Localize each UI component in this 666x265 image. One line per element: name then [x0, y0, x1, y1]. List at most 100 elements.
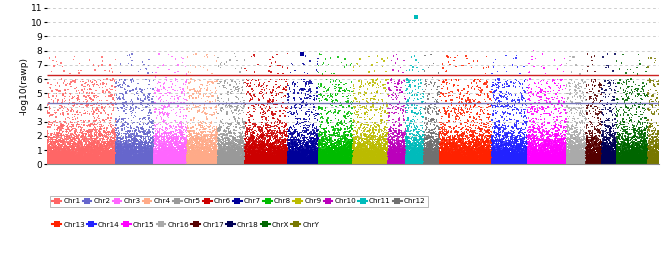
Point	[544, 160, 555, 164]
Point	[563, 157, 573, 161]
Point	[570, 97, 581, 101]
Point	[653, 143, 664, 148]
Point	[244, 158, 254, 163]
Point	[401, 154, 412, 158]
Point	[585, 154, 596, 158]
Point	[436, 160, 446, 165]
Point	[254, 162, 265, 166]
Point	[247, 156, 258, 160]
Point	[304, 156, 315, 160]
Point	[274, 63, 285, 68]
Point	[610, 157, 621, 161]
Point	[125, 56, 136, 60]
Point	[469, 162, 480, 166]
Point	[499, 159, 509, 164]
Point	[531, 161, 542, 165]
Point	[323, 158, 334, 162]
Point	[158, 161, 168, 165]
Point	[133, 139, 144, 143]
Point	[487, 162, 498, 166]
Point	[376, 155, 386, 160]
Point	[413, 138, 424, 142]
Point	[41, 148, 52, 152]
Point	[629, 130, 640, 134]
Point	[117, 162, 127, 166]
Point	[398, 158, 408, 163]
Point	[378, 162, 389, 166]
Point	[48, 148, 59, 152]
Point	[602, 157, 613, 161]
Point	[468, 145, 479, 150]
Point	[606, 110, 617, 114]
Point	[102, 157, 113, 161]
Point	[565, 54, 575, 59]
Point	[157, 162, 167, 166]
Point	[569, 157, 579, 161]
Point	[624, 161, 635, 166]
Point	[49, 144, 59, 148]
Point	[404, 141, 414, 145]
Point	[345, 160, 356, 164]
Point	[306, 147, 316, 151]
Point	[77, 148, 87, 153]
Point	[81, 103, 92, 107]
Point	[424, 158, 435, 162]
Point	[425, 157, 436, 161]
Point	[414, 160, 425, 164]
Point	[115, 162, 125, 166]
Point	[573, 162, 583, 166]
Point	[636, 153, 647, 158]
Point	[352, 154, 362, 158]
Point	[153, 149, 164, 154]
Point	[544, 155, 555, 159]
Point	[475, 139, 486, 143]
Point	[237, 135, 248, 139]
Point	[296, 160, 307, 164]
Point	[178, 159, 189, 164]
Point	[476, 158, 487, 162]
Point	[127, 104, 138, 108]
Point	[365, 160, 376, 165]
Point	[424, 142, 435, 146]
Point	[138, 161, 149, 165]
Point	[320, 159, 330, 164]
Point	[83, 154, 94, 159]
Point	[495, 156, 505, 160]
Point	[400, 149, 411, 153]
Point	[519, 158, 529, 162]
Point	[342, 125, 353, 129]
Point	[143, 144, 154, 149]
Point	[77, 153, 88, 157]
Point	[366, 154, 376, 158]
Point	[248, 135, 258, 139]
Point	[154, 162, 165, 166]
Point	[85, 152, 96, 157]
Point	[275, 141, 286, 145]
Point	[357, 158, 368, 162]
Point	[154, 154, 165, 158]
Point	[388, 145, 398, 149]
Point	[478, 148, 488, 152]
Point	[646, 154, 657, 158]
Point	[437, 161, 448, 165]
Point	[396, 156, 406, 160]
Point	[446, 156, 456, 160]
Point	[392, 132, 403, 136]
Point	[481, 157, 492, 162]
Point	[252, 157, 262, 161]
Point	[418, 158, 428, 162]
Point	[254, 161, 265, 165]
Point	[483, 153, 494, 157]
Point	[601, 152, 612, 157]
Point	[95, 161, 105, 165]
Point	[414, 161, 424, 165]
Point	[53, 154, 64, 158]
Point	[169, 154, 180, 159]
Point	[78, 162, 89, 166]
Point	[364, 155, 374, 160]
Point	[63, 161, 73, 165]
Point	[290, 147, 301, 151]
Point	[216, 154, 226, 158]
Point	[458, 162, 468, 166]
Point	[499, 154, 509, 158]
